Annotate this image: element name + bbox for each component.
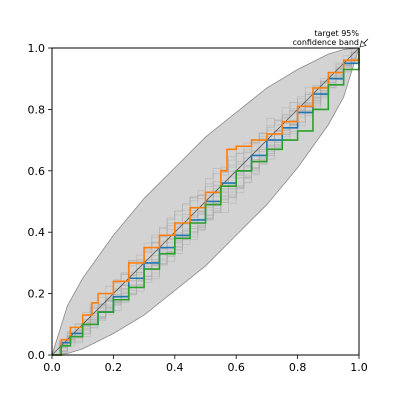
- x-tick-label: 0.0: [43, 361, 61, 374]
- y-tick-label: 0.2: [28, 288, 46, 301]
- y-tick-label: 0.4: [28, 226, 46, 239]
- annotation-arrow-head: [359, 40, 367, 48]
- annotation-line-2: confidence band: [293, 38, 359, 47]
- y-axis: 0.0 0.2 0.4 0.6 0.8 1.0: [28, 42, 52, 362]
- y-tick-label: 0.0: [28, 349, 46, 362]
- x-axis: 0.0 0.2 0.4 0.6 0.8 1.0: [43, 355, 368, 374]
- background-series-line: [52, 48, 360, 356]
- plot-frame: [51, 47, 360, 356]
- background-series-line: [52, 48, 360, 356]
- series-layer: [52, 48, 360, 356]
- series-line-3: [52, 48, 360, 356]
- annotation-line-1: target 95%: [314, 29, 359, 38]
- y-tick-label: 0.8: [28, 103, 46, 116]
- y-tick-label: 1.0: [28, 42, 46, 55]
- x-tick-label: 0.4: [166, 361, 184, 374]
- annotation: target 95% confidence band: [293, 29, 369, 48]
- x-tick-label: 0.2: [105, 361, 123, 374]
- x-tick-label: 0.8: [289, 361, 307, 374]
- x-tick-label: 0.6: [227, 361, 245, 374]
- y-tick-label: 0.6: [28, 165, 46, 178]
- x-tick-label: 1.0: [350, 361, 368, 374]
